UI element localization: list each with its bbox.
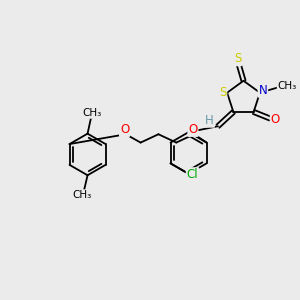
Text: S: S [234, 52, 241, 65]
Text: O: O [271, 112, 280, 126]
Text: N: N [259, 84, 267, 97]
Text: H: H [205, 114, 214, 127]
Text: CH₃: CH₃ [73, 190, 92, 200]
Text: S: S [219, 85, 226, 99]
Text: CH₃: CH₃ [278, 81, 297, 91]
Text: CH₃: CH₃ [82, 108, 101, 118]
Text: O: O [120, 123, 129, 136]
Text: O: O [188, 123, 197, 136]
Text: Cl: Cl [187, 168, 198, 181]
